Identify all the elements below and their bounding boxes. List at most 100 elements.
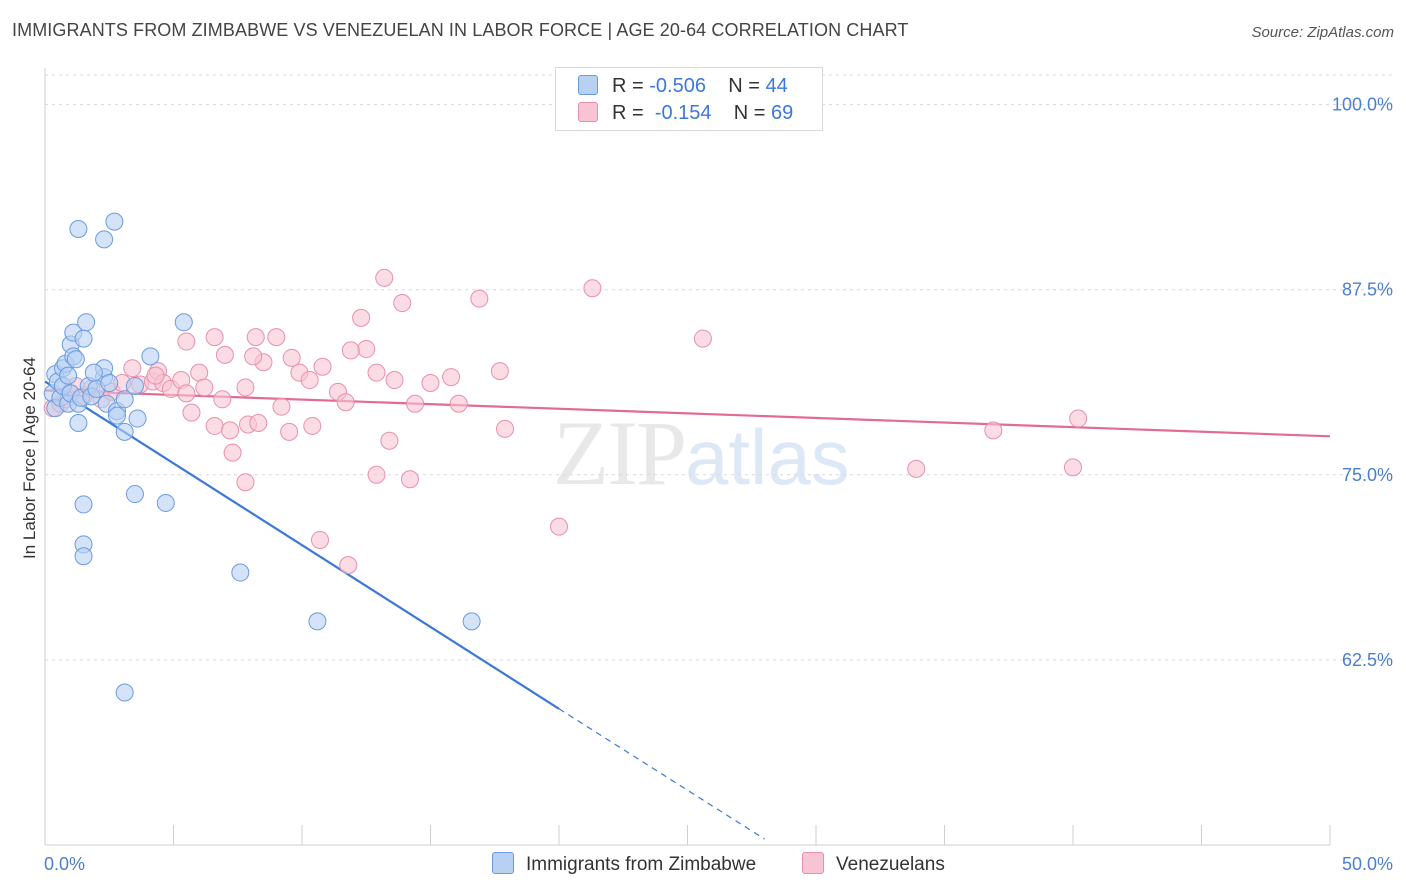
point-venezuelan [550, 517, 568, 536]
point-zimbabwe [156, 493, 175, 512]
point-zimbabwe [115, 422, 134, 441]
point-venezuelan [367, 465, 386, 484]
point-zimbabwe [174, 313, 193, 332]
axes [44, 68, 1331, 846]
point-venezuelan [146, 366, 165, 385]
point-zimbabwe [84, 363, 103, 382]
point-venezuelan [442, 368, 461, 387]
y-axis-title: In Labor Force | Age 20-64 [20, 357, 39, 559]
data-points [43, 212, 1088, 702]
point-venezuelan [205, 416, 224, 435]
point-zimbabwe [128, 409, 147, 428]
point-venezuelan [221, 421, 240, 440]
bottom-legend-label: Immigrants from Zimbabwe [526, 854, 757, 875]
legend-n-label: N = [728, 75, 760, 97]
point-zimbabwe [115, 390, 134, 409]
legend-n-label: N = [733, 102, 766, 124]
point-venezuelan [223, 443, 242, 462]
point-venezuelan [496, 419, 515, 438]
point-venezuelan [215, 345, 234, 364]
point-zimbabwe [100, 374, 119, 392]
point-venezuelan [249, 413, 268, 432]
point-venezuelan [213, 390, 232, 409]
point-zimbabwe [105, 212, 124, 231]
point-venezuelan [336, 393, 355, 412]
point-zimbabwe [125, 485, 144, 504]
point-venezuelan [449, 394, 468, 413]
point-venezuelan [339, 556, 358, 575]
point-venezuelan [182, 403, 201, 422]
point-zimbabwe [66, 350, 85, 369]
legend-r-value: -0.154 [654, 102, 712, 124]
legend-r-label: R = [612, 102, 644, 124]
watermark-zip: ZIP [553, 402, 687, 504]
point-zimbabwe [95, 230, 114, 249]
point-zimbabwe [115, 683, 134, 702]
point-venezuelan [421, 374, 440, 392]
bottom-legend-swatch-venezuelans [802, 852, 824, 874]
point-venezuelan [205, 328, 224, 347]
point-venezuelan [341, 341, 360, 360]
point-venezuelan [177, 384, 196, 403]
correlation-legend: R = -0.506 N = 44 R = -0.154 N = 69 [555, 67, 823, 131]
point-zimbabwe [69, 220, 88, 238]
point-venezuelan [385, 371, 404, 390]
point-venezuelan [380, 431, 399, 450]
x-tick-label-min: 0.0% [44, 854, 85, 874]
legend-r-label: R = [612, 75, 644, 97]
point-venezuelan [352, 308, 371, 327]
y-tick-label: 100.0% [1332, 95, 1393, 115]
point-venezuelan [272, 397, 291, 416]
point-venezuelan [300, 371, 319, 390]
legend-n-value: 44 [765, 75, 788, 97]
point-venezuelan [1069, 409, 1088, 428]
point-venezuelan [693, 329, 712, 348]
trend-line-venezuelans [44, 389, 1331, 438]
point-venezuelan [236, 378, 255, 397]
point-zimbabwe [125, 376, 144, 395]
point-venezuelan [357, 339, 376, 358]
point-zimbabwe [69, 413, 88, 432]
legend-row-zimbabwe: R = -0.506 N = 44 [578, 75, 788, 99]
x-tick-label-max: 50.0% [1342, 854, 1393, 874]
legend-swatch-venezuelans [578, 102, 598, 122]
chart-title: IMMIGRANTS FROM ZIMBABWE VS VENEZUELAN I… [12, 20, 909, 40]
y-tick-label: 75.0% [1342, 465, 1393, 485]
bottom-legend-swatch-zimbabwe [492, 852, 514, 874]
point-venezuelan [470, 289, 489, 308]
point-venezuelan [400, 470, 419, 489]
point-venezuelan [244, 347, 263, 366]
point-zimbabwe [77, 313, 96, 332]
y-tick-label: 87.5% [1342, 280, 1393, 300]
point-venezuelan [375, 268, 394, 287]
source-label: Source: ZipAtlas.com [1251, 24, 1394, 41]
trend-line-extension [558, 708, 765, 840]
point-venezuelan [1064, 458, 1082, 477]
point-venezuelan [123, 359, 142, 378]
point-venezuelan [282, 348, 301, 367]
point-venezuelan [583, 279, 602, 298]
point-venezuelan [310, 530, 329, 549]
point-venezuelan [246, 328, 265, 347]
point-venezuelan [195, 378, 214, 397]
point-zimbabwe [462, 612, 481, 631]
point-zimbabwe [59, 366, 78, 385]
bottom-legend-venezuelans: Venezuelans [802, 852, 945, 876]
point-venezuelan [984, 421, 1003, 440]
point-zimbabwe [74, 329, 93, 348]
bottom-legend-zimbabwe: Immigrants from Zimbabwe [492, 852, 756, 876]
legend-r-value: -0.506 [649, 75, 706, 97]
point-venezuelan [313, 357, 332, 376]
point-zimbabwe [107, 406, 126, 425]
point-zimbabwe [308, 612, 327, 631]
watermark: ZIPatlas [553, 400, 850, 506]
point-venezuelan [907, 459, 926, 478]
point-venezuelan [177, 332, 196, 351]
point-venezuelan [267, 328, 286, 347]
point-venezuelan [236, 473, 255, 492]
watermark-atlas: atlas [685, 413, 850, 501]
point-zimbabwe [141, 347, 160, 366]
point-venezuelan [393, 294, 412, 313]
legend-n-value: 69 [771, 102, 794, 124]
point-venezuelan [303, 416, 322, 435]
